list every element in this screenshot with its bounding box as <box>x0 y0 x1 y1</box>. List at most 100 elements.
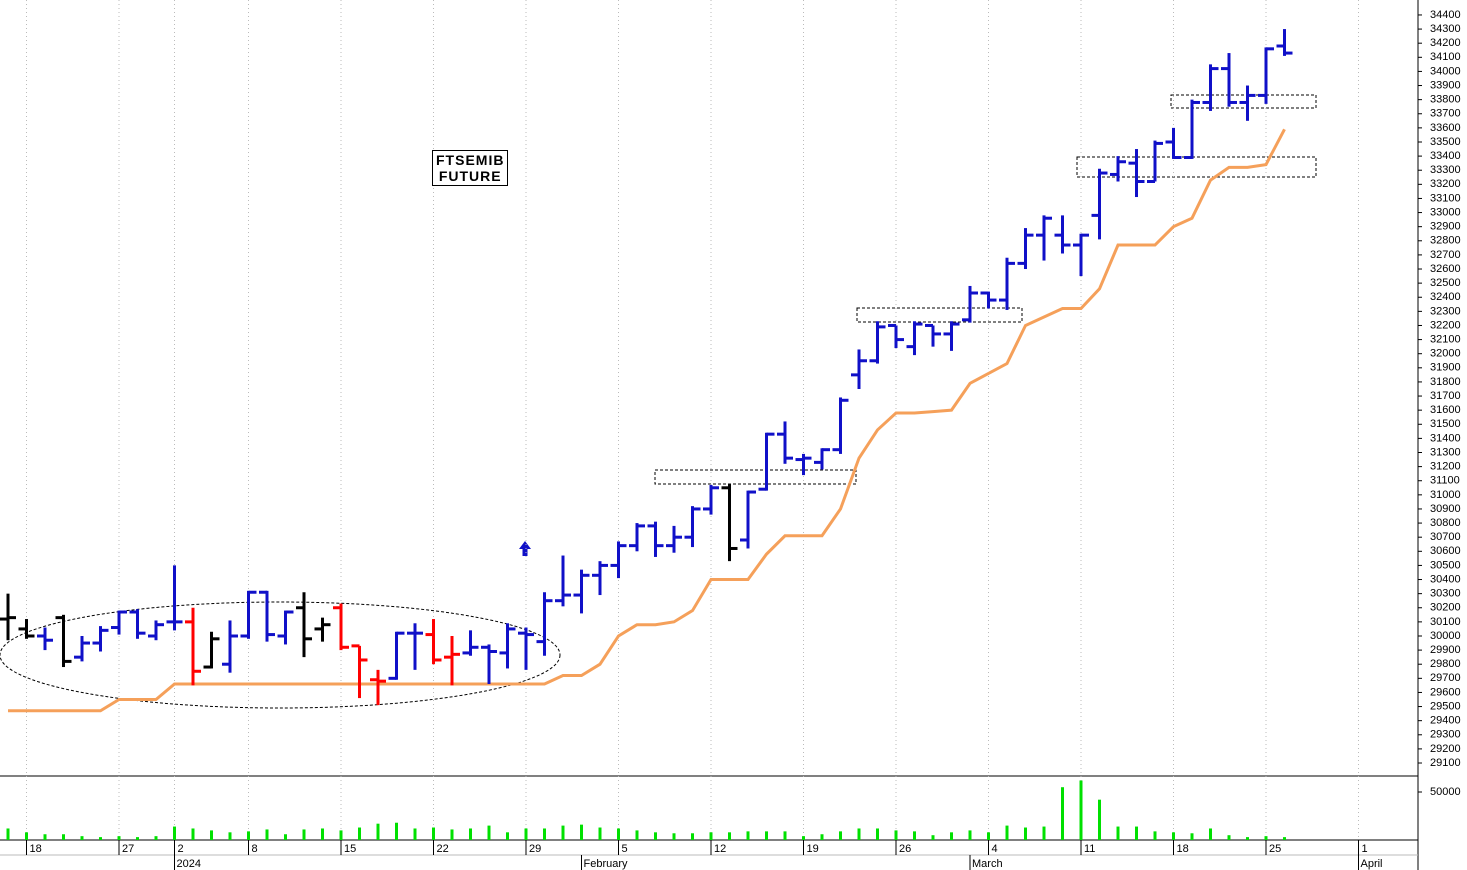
volume-bar <box>1264 836 1268 840</box>
volume-bar <box>672 833 676 840</box>
x-tick-label: 18 <box>30 843 42 855</box>
x-tick-label: 4 <box>992 843 998 855</box>
y-tick-label: 31700 <box>1430 390 1461 402</box>
y-tick-label: 33200 <box>1430 178 1461 190</box>
y-tick-label: 31900 <box>1430 362 1461 374</box>
y-tick-label: 30600 <box>1430 545 1461 557</box>
volume-bar <box>136 837 139 840</box>
volume-bar <box>487 825 491 840</box>
volume-bar <box>654 832 657 840</box>
y-tick-label: 32300 <box>1430 305 1461 317</box>
volume-bar <box>62 834 65 840</box>
volume-bar <box>339 830 343 840</box>
period-label: April <box>1361 858 1383 870</box>
y-tick-label: 34000 <box>1430 65 1461 77</box>
range-ellipse <box>0 601 561 709</box>
volume-bar <box>598 827 602 840</box>
y-tick-label: 33400 <box>1430 150 1461 162</box>
volume-y-tick-label: 50000 <box>1430 786 1461 798</box>
x-tick-label: 8 <box>252 843 258 855</box>
volume-bar <box>1227 835 1231 840</box>
volume-bar <box>1042 826 1046 840</box>
volume-bar <box>395 822 398 840</box>
x-tick-label: 2 <box>178 843 184 855</box>
y-tick-label: 30200 <box>1430 602 1461 614</box>
volume-bar <box>709 832 713 840</box>
volume-bar <box>450 829 454 840</box>
y-tick-label: 33300 <box>1430 164 1461 176</box>
volume-bar <box>543 828 546 840</box>
y-tick-label: 29100 <box>1430 757 1461 769</box>
volume-bar <box>117 836 121 840</box>
volume-bar <box>358 827 361 840</box>
y-tick-label: 29700 <box>1430 672 1461 684</box>
x-tick-label: 11 <box>1084 843 1095 855</box>
period-label: February <box>584 858 629 870</box>
chart-title: FTSEMIB FUTURE <box>432 150 509 186</box>
y-tick-label: 30700 <box>1430 531 1461 543</box>
zone-box <box>1076 156 1317 178</box>
y-tick-label: 34100 <box>1430 51 1461 63</box>
volume-bar <box>173 826 176 840</box>
volume-bar <box>746 831 750 840</box>
volume-bar <box>524 828 528 840</box>
y-tick-label: 29600 <box>1430 686 1461 698</box>
y-tick-label: 30500 <box>1430 559 1461 571</box>
volume-bar <box>376 823 380 840</box>
volume-bar <box>154 836 158 840</box>
y-tick-label: 31400 <box>1430 432 1461 444</box>
volume-bar <box>635 830 639 840</box>
y-tick-label: 34200 <box>1430 37 1461 49</box>
volume-bar <box>876 828 879 840</box>
volume-bar <box>987 832 990 840</box>
volume-bar <box>1024 827 1027 840</box>
y-tick-label: 33600 <box>1430 122 1461 134</box>
volume-bar <box>1079 780 1083 840</box>
x-tick-label: 19 <box>807 843 819 855</box>
y-tick-label: 29500 <box>1430 700 1461 712</box>
volume-bar <box>617 828 620 840</box>
y-tick-label: 31200 <box>1430 461 1461 473</box>
volume-bar <box>284 834 287 840</box>
volume-bar <box>265 829 269 840</box>
y-tick-label: 30900 <box>1430 503 1461 515</box>
y-tick-label: 32400 <box>1430 291 1461 303</box>
volume-bar <box>728 832 731 840</box>
volume-bar <box>210 830 213 840</box>
volume-bar <box>839 831 842 840</box>
y-tick-label: 30800 <box>1430 517 1461 529</box>
y-tick-label: 31600 <box>1430 404 1461 416</box>
volume-bar <box>413 828 417 840</box>
volume-bar <box>1172 832 1175 840</box>
y-tick-label: 32700 <box>1430 249 1461 261</box>
volume-bar <box>80 836 84 840</box>
volume-bar <box>191 828 195 840</box>
zone-box <box>1170 94 1317 109</box>
volume-bar <box>931 835 935 840</box>
volume-bar <box>1190 833 1194 840</box>
volume-bar <box>247 831 250 840</box>
x-tick-label: 25 <box>1269 843 1281 855</box>
volume-bar <box>802 836 805 840</box>
x-tick-label: 1 <box>1362 843 1368 855</box>
volume-bar <box>43 834 47 840</box>
volume-bar <box>302 829 306 840</box>
y-tick-label: 29900 <box>1430 644 1461 656</box>
period-label: 2024 <box>177 858 201 870</box>
y-tick-label: 29300 <box>1430 729 1461 741</box>
volume-bar <box>1098 799 1101 840</box>
volume-bar <box>25 832 28 840</box>
x-tick-label: 12 <box>714 843 726 855</box>
y-tick-label: 33900 <box>1430 79 1461 91</box>
volume-bar <box>765 831 768 840</box>
volume-bar <box>6 828 10 840</box>
y-tick-label: 30300 <box>1430 588 1461 600</box>
volume-bar <box>1116 826 1120 840</box>
y-tick-label: 32000 <box>1430 348 1461 360</box>
x-tick-label: 29 <box>529 843 541 855</box>
buy-arrow <box>519 541 531 556</box>
y-tick-label: 31000 <box>1430 489 1461 501</box>
y-tick-label: 29200 <box>1430 743 1461 755</box>
